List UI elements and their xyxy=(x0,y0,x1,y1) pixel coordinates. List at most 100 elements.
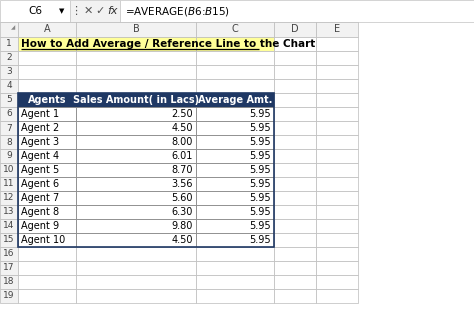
Text: 1: 1 xyxy=(6,40,12,49)
Text: Agent 1: Agent 1 xyxy=(21,109,59,119)
Bar xyxy=(196,177,274,191)
Text: ⋮: ⋮ xyxy=(71,6,82,16)
Bar xyxy=(0,37,18,51)
Text: 9: 9 xyxy=(6,151,12,160)
Bar xyxy=(316,37,358,51)
Bar xyxy=(274,121,316,135)
Bar xyxy=(76,289,196,303)
Bar xyxy=(274,22,316,37)
Bar xyxy=(316,149,358,163)
Text: 5.95: 5.95 xyxy=(249,151,271,161)
Bar xyxy=(196,219,274,233)
Bar xyxy=(18,289,76,303)
Bar xyxy=(120,0,474,22)
Bar xyxy=(0,79,18,93)
Bar xyxy=(0,289,18,303)
Bar xyxy=(274,177,316,191)
Text: 17: 17 xyxy=(3,264,15,272)
Bar xyxy=(316,93,358,107)
Bar xyxy=(274,135,316,149)
Text: 12: 12 xyxy=(3,194,15,202)
Text: 5.95: 5.95 xyxy=(249,179,271,189)
Bar xyxy=(18,121,76,135)
Bar xyxy=(18,261,76,275)
Text: A: A xyxy=(44,24,50,35)
Bar xyxy=(0,163,18,177)
Bar xyxy=(274,275,316,289)
Text: B: B xyxy=(133,24,139,35)
Text: C6: C6 xyxy=(28,6,42,16)
Text: 6: 6 xyxy=(6,110,12,119)
Bar xyxy=(18,163,76,177)
Text: ✓: ✓ xyxy=(95,6,105,16)
Bar xyxy=(196,275,274,289)
Bar xyxy=(18,219,76,233)
Text: 5.95: 5.95 xyxy=(249,123,271,133)
Text: 6.01: 6.01 xyxy=(172,151,193,161)
Bar xyxy=(316,22,358,37)
Bar xyxy=(76,22,196,37)
Bar xyxy=(18,135,76,149)
Bar xyxy=(18,65,76,79)
Bar xyxy=(76,247,196,261)
Text: Agent 5: Agent 5 xyxy=(21,165,59,175)
Bar xyxy=(196,107,274,121)
Bar xyxy=(316,219,358,233)
Text: Agent 4: Agent 4 xyxy=(21,151,59,161)
Bar xyxy=(76,135,196,149)
Bar xyxy=(196,191,274,205)
Text: E: E xyxy=(334,24,340,35)
Bar xyxy=(0,191,18,205)
Bar xyxy=(0,51,18,65)
Bar xyxy=(196,233,274,247)
Bar xyxy=(196,261,274,275)
Bar xyxy=(0,247,18,261)
Bar xyxy=(0,0,70,22)
Bar xyxy=(274,163,316,177)
Text: Average Amt.: Average Amt. xyxy=(198,95,272,105)
Text: 5.95: 5.95 xyxy=(249,137,271,147)
Bar xyxy=(70,0,120,22)
Bar xyxy=(18,107,76,121)
Bar xyxy=(274,205,316,219)
Bar xyxy=(0,205,18,219)
Text: 3.56: 3.56 xyxy=(172,179,193,189)
Text: 5.95: 5.95 xyxy=(249,235,271,245)
Text: 8: 8 xyxy=(6,137,12,146)
Text: 3: 3 xyxy=(6,67,12,76)
Text: 10: 10 xyxy=(3,165,15,175)
Bar xyxy=(0,261,18,275)
Bar xyxy=(18,93,76,107)
Bar xyxy=(18,247,76,261)
Bar xyxy=(316,177,358,191)
Text: Sales Amount( in Lacs): Sales Amount( in Lacs) xyxy=(73,95,199,105)
Bar xyxy=(18,79,76,93)
Text: D: D xyxy=(291,24,299,35)
Text: 5.95: 5.95 xyxy=(249,165,271,175)
Bar xyxy=(196,149,274,163)
Text: 5.95: 5.95 xyxy=(249,193,271,203)
Text: C: C xyxy=(232,24,238,35)
Text: Agent 2: Agent 2 xyxy=(21,123,59,133)
Bar xyxy=(274,93,316,107)
Text: Agent 3: Agent 3 xyxy=(21,137,59,147)
Text: 8.70: 8.70 xyxy=(172,165,193,175)
Bar xyxy=(0,135,18,149)
Text: 7: 7 xyxy=(6,124,12,133)
Text: 5: 5 xyxy=(6,95,12,105)
Text: Agents: Agents xyxy=(28,95,66,105)
Text: 4.50: 4.50 xyxy=(172,235,193,245)
Bar xyxy=(0,219,18,233)
Text: 2: 2 xyxy=(6,54,12,63)
Bar xyxy=(196,22,274,37)
Bar xyxy=(274,149,316,163)
Bar xyxy=(18,205,76,219)
Bar xyxy=(196,205,274,219)
Bar xyxy=(76,177,196,191)
Bar xyxy=(274,79,316,93)
Bar xyxy=(196,289,274,303)
Text: 11: 11 xyxy=(3,180,15,189)
Bar xyxy=(0,177,18,191)
Bar xyxy=(316,65,358,79)
Text: 16: 16 xyxy=(3,250,15,259)
